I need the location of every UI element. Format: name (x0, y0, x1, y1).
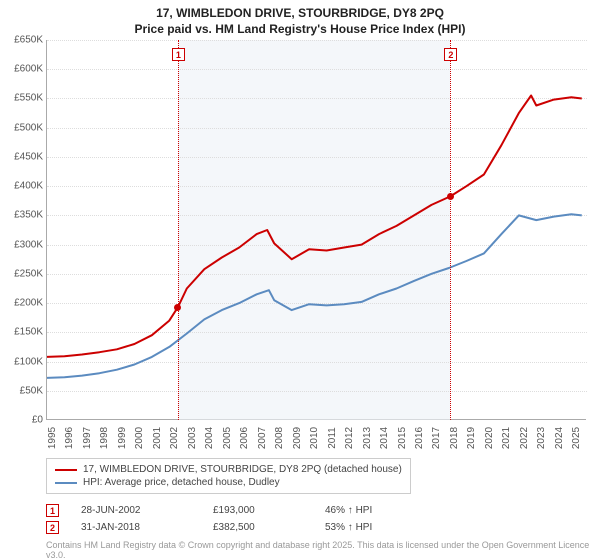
series-line (47, 214, 582, 378)
x-tick-label: 2016 (414, 427, 425, 449)
legend: 17, WIMBLEDON DRIVE, STOURBRIDGE, DY8 2P… (46, 458, 586, 494)
series-line (47, 96, 582, 357)
x-tick-label: 1997 (82, 427, 93, 449)
title-block: 17, WIMBLEDON DRIVE, STOURBRIDGE, DY8 2P… (0, 0, 600, 39)
y-tick-label: £300K (1, 239, 43, 250)
y-tick-label: £50K (1, 385, 43, 396)
legend-swatch (55, 482, 77, 484)
annotation-hpi: 46% ↑ HPI (325, 505, 415, 516)
y-tick-label: £250K (1, 268, 43, 279)
legend-row: HPI: Average price, detached house, Dudl… (55, 476, 402, 489)
y-tick-label: £500K (1, 122, 43, 133)
sale-marker-box: 2 (444, 48, 457, 61)
annotation-row: 2 31-JAN-2018 £382,500 53% ↑ HPI (46, 519, 415, 536)
x-tick-label: 2011 (327, 427, 338, 449)
copyright-text: Contains HM Land Registry data © Crown c… (46, 540, 600, 560)
sale-marker-box: 1 (172, 48, 185, 61)
legend-row: 17, WIMBLEDON DRIVE, STOURBRIDGE, DY8 2P… (55, 463, 402, 476)
x-tick-label: 2009 (292, 427, 303, 449)
legend-label: HPI: Average price, detached house, Dudl… (83, 477, 280, 488)
sale-point (447, 193, 454, 200)
chart-area: £0£50K£100K£150K£200K£250K£300K£350K£400… (46, 40, 586, 420)
y-tick-label: £450K (1, 151, 43, 162)
annotation-price: £193,000 (213, 505, 303, 516)
chart-container: 17, WIMBLEDON DRIVE, STOURBRIDGE, DY8 2P… (0, 0, 600, 560)
plot-region: £0£50K£100K£150K£200K£250K£300K£350K£400… (46, 40, 586, 420)
x-tick-label: 2024 (554, 427, 565, 449)
annotation-date: 28-JUN-2002 (81, 505, 191, 516)
x-tick-label: 2023 (536, 427, 547, 449)
legend-label: 17, WIMBLEDON DRIVE, STOURBRIDGE, DY8 2P… (83, 464, 402, 475)
x-tick-label: 2017 (431, 427, 442, 449)
sale-marker-vline (450, 40, 451, 420)
x-tick-label: 2004 (204, 427, 215, 449)
x-tick-label: 1998 (99, 427, 110, 449)
y-tick-label: £600K (1, 64, 43, 75)
annotation-price: £382,500 (213, 522, 303, 533)
x-tick-label: 2015 (397, 427, 408, 449)
annotation-date: 31-JAN-2018 (81, 522, 191, 533)
y-tick-label: £150K (1, 327, 43, 338)
x-tick-label: 1995 (47, 427, 58, 449)
annotation-row: 1 28-JUN-2002 £193,000 46% ↑ HPI (46, 502, 415, 519)
x-tick-label: 2007 (257, 427, 268, 449)
x-tick-label: 2006 (239, 427, 250, 449)
x-tick-label: 2013 (362, 427, 373, 449)
legend-swatch (55, 469, 77, 471)
annotation-hpi: 53% ↑ HPI (325, 522, 415, 533)
y-tick-label: £350K (1, 210, 43, 221)
x-tick-label: 2018 (449, 427, 460, 449)
title-line-2: Price paid vs. HM Land Registry's House … (0, 22, 600, 38)
annotation-marker-box: 1 (46, 504, 59, 517)
x-tick-label: 2012 (344, 427, 355, 449)
x-tick-label: 1996 (64, 427, 75, 449)
x-tick-label: 2000 (134, 427, 145, 449)
x-tick-label: 2020 (484, 427, 495, 449)
x-tick-label: 2003 (187, 427, 198, 449)
sale-marker-vline (178, 40, 179, 420)
x-tick-label: 2025 (571, 427, 582, 449)
x-tick-label: 2008 (274, 427, 285, 449)
series-svg (47, 40, 587, 420)
y-tick-label: £400K (1, 181, 43, 192)
y-tick-label: £550K (1, 93, 43, 104)
x-tick-label: 2010 (309, 427, 320, 449)
legend-box: 17, WIMBLEDON DRIVE, STOURBRIDGE, DY8 2P… (46, 458, 411, 494)
x-tick-label: 2021 (501, 427, 512, 449)
x-tick-label: 2022 (519, 427, 530, 449)
x-tick-label: 2014 (379, 427, 390, 449)
y-tick-label: £100K (1, 356, 43, 367)
annotation-marker-box: 2 (46, 521, 59, 534)
y-tick-label: £200K (1, 298, 43, 309)
title-line-1: 17, WIMBLEDON DRIVE, STOURBRIDGE, DY8 2P… (0, 6, 600, 22)
x-tick-label: 2001 (152, 427, 163, 449)
y-tick-label: £0 (1, 415, 43, 426)
y-tick-label: £650K (1, 35, 43, 46)
x-tick-label: 2005 (222, 427, 233, 449)
x-tick-label: 2019 (466, 427, 477, 449)
x-tick-label: 2002 (169, 427, 180, 449)
annotation-table: 1 28-JUN-2002 £193,000 46% ↑ HPI 2 31-JAN-201… (46, 502, 415, 536)
x-tick-label: 1999 (117, 427, 128, 449)
